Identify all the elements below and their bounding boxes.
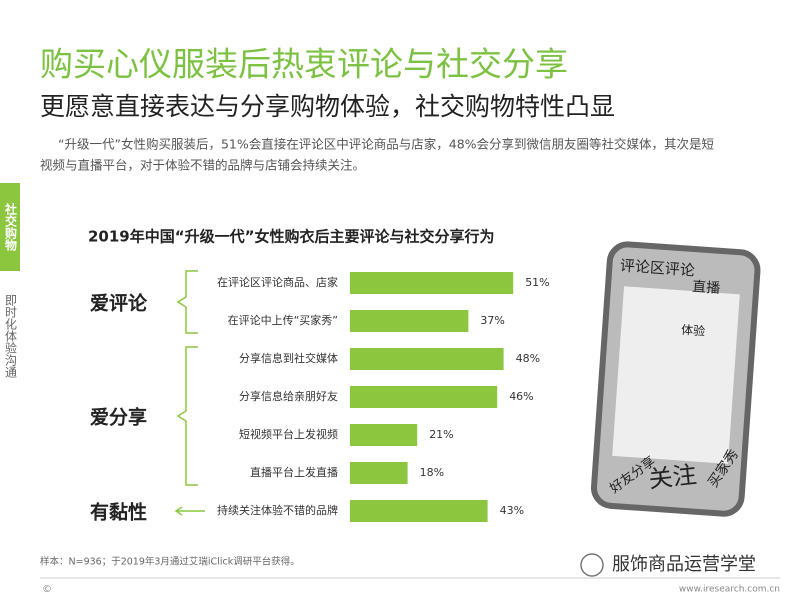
word-cloud-word: 评论区评论 xyxy=(619,256,695,279)
group-arrow xyxy=(174,506,205,516)
page-title: 购买心仪服装后热衷评论与社交分享 xyxy=(40,45,568,84)
sidebar-active: 社交购物 xyxy=(4,202,18,252)
description-line: 视频与直播平台，对于体验不错的品牌与店铺会持续关注。 xyxy=(40,158,365,173)
copyright: © xyxy=(42,584,52,595)
value-label: 43% xyxy=(500,504,524,517)
page-subtitle: 更愿意直接表达与分享购物体验，社交购物特性凸显 xyxy=(40,92,615,121)
footnote: 样本：N=936；于2019年3月通过艾瑞iClick调研平台获得。 xyxy=(40,556,300,568)
bar xyxy=(350,424,418,446)
group-label: 爱分享 xyxy=(90,406,147,429)
sidebar-active-bg xyxy=(0,183,20,271)
sidebar-inactive: 即时化体验沟通 xyxy=(4,294,18,378)
word-cloud-word: 体验 xyxy=(681,322,706,339)
description-line: “升级一代”女性购买服装后，51%会直接在评论区中评论商品与店家，48%会分享到… xyxy=(58,137,714,152)
watermark-icon xyxy=(580,553,604,577)
category-label: 持续关注体验不错的品牌 xyxy=(217,503,338,517)
word-cloud-word: 直播 xyxy=(692,278,721,297)
category-label: 在评论中上传“买家秀” xyxy=(228,313,338,327)
value-label: 18% xyxy=(420,466,444,479)
value-label: 48% xyxy=(516,352,540,365)
word-cloud-word: 关注 xyxy=(647,461,698,494)
group-brace xyxy=(176,270,198,334)
bar xyxy=(350,500,488,522)
value-label: 37% xyxy=(480,314,504,327)
phone-screen xyxy=(612,286,740,464)
category-label: 直播平台上发直播 xyxy=(250,465,338,479)
icon-circle xyxy=(580,553,604,577)
value-label: 51% xyxy=(525,276,549,289)
category-label: 短视频平台上发视频 xyxy=(239,427,338,441)
group-label: 爱评论 xyxy=(90,292,148,315)
bar xyxy=(350,386,498,408)
watermark: 服饰商品运营学堂 xyxy=(612,554,756,575)
category-label: 在评论区评论商品、店家 xyxy=(217,275,338,289)
chart-title: 2019年中国“升级一代”女性购衣后主要评论与社交分享行为 xyxy=(88,228,494,246)
url: www.iresearch.com.cn xyxy=(679,585,780,595)
value-label: 21% xyxy=(429,428,453,441)
bar xyxy=(350,348,504,370)
group-label: 有黏性 xyxy=(90,501,147,524)
bar xyxy=(350,462,408,484)
group-brace xyxy=(176,346,198,486)
value-label: 46% xyxy=(509,390,533,403)
bar xyxy=(350,272,514,294)
category-label: 分享信息到社交媒体 xyxy=(239,351,338,365)
category-label: 分享信息给亲朋好友 xyxy=(239,389,338,403)
bar xyxy=(350,310,469,332)
